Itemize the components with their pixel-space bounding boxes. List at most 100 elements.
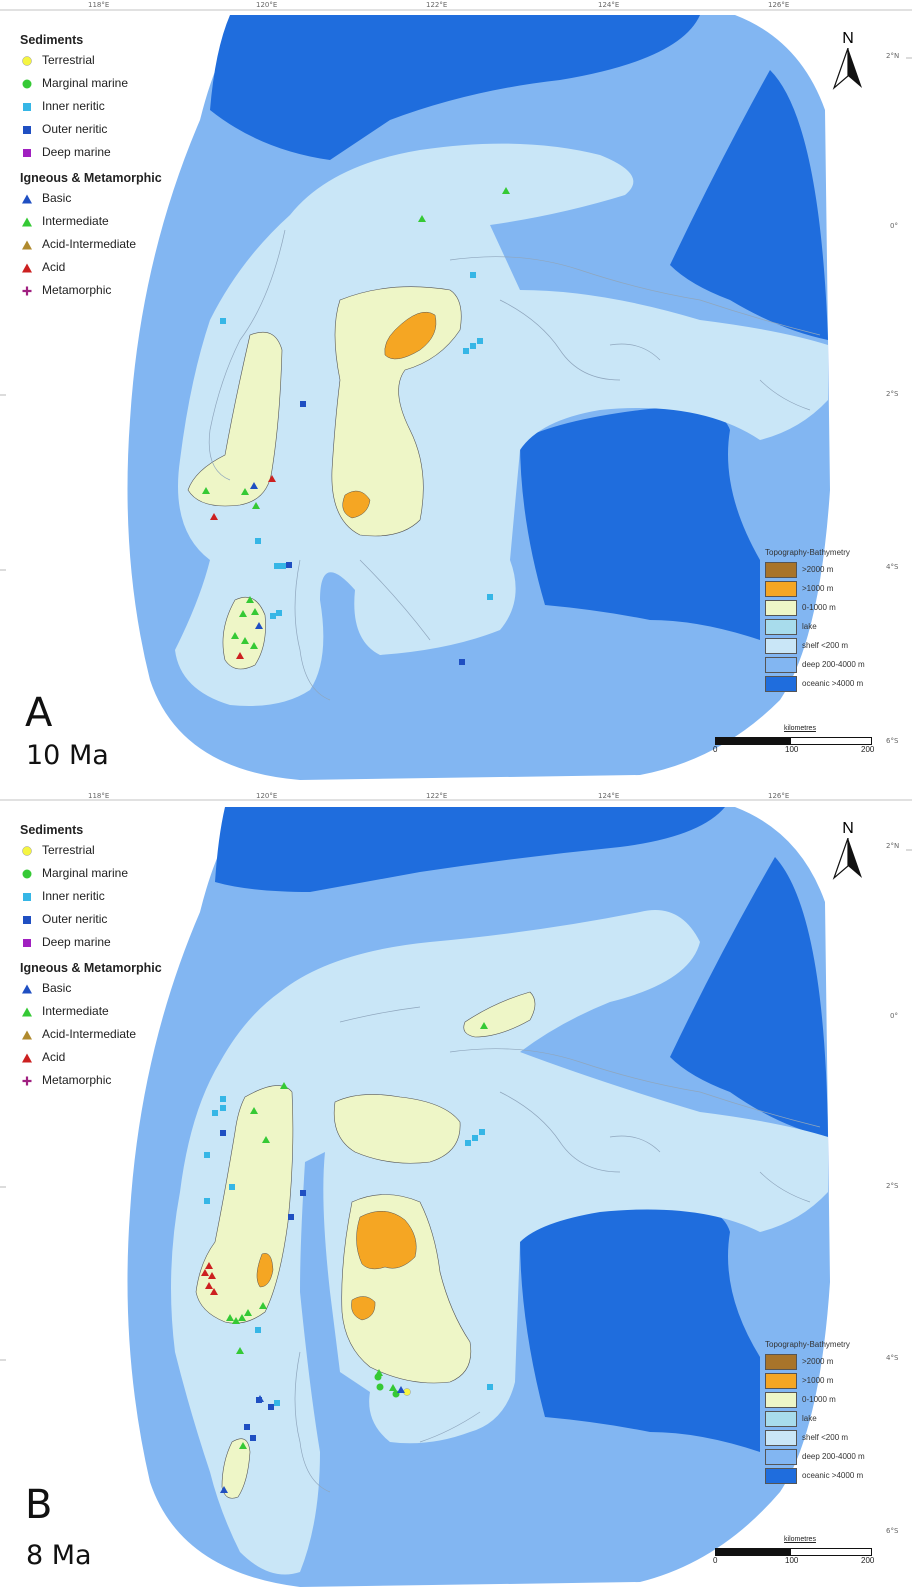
inner-neritic-marker [465,1140,471,1146]
lon-tick: 122°E [426,792,448,800]
oceanic-region-north [210,15,700,160]
legend-item: Outer neritic [20,908,162,931]
swatch-icon [765,1410,797,1427]
triangle-green-icon [20,215,34,229]
legend-heading: Sediments [20,33,84,47]
outer-neritic-marker [300,401,306,407]
intermediate-marker [238,1314,246,1321]
topography-legend-title: Topography-Bathymetry [765,1340,850,1349]
symbol-legend: Sediments Terrestrial Marginal marine In… [20,32,162,302]
north-arrow-icon [832,47,862,90]
topo-class: lake [765,1409,865,1428]
inner-neritic-marker [274,563,280,569]
triangle-brown-icon [20,1028,34,1042]
basic-marker [255,622,263,629]
intermediate-marker [244,1309,252,1316]
acid-marker [210,513,218,520]
lat-tick: 6°S [886,1527,899,1535]
lat-tick: 2°S [886,1182,899,1190]
topography-legend: Topography-Bathymetry >2000 m >1000 m 0-… [765,548,865,693]
highland-central [356,1211,417,1270]
intermediate-marker [502,187,510,194]
legend-item: Acid-Intermediate [20,1023,162,1046]
modern-coastlines [208,229,821,701]
swatch-icon [765,618,797,635]
inner-neritic-marker [487,594,493,600]
legend-item: Deep marine [20,931,162,954]
topo-class: oceanic >4000 m [765,1466,865,1485]
lowland-south [222,596,266,670]
lon-tick: 120°E [256,792,278,800]
topo-class: shelf <200 m [765,1428,865,1447]
inner-neritic-marker [472,1135,478,1141]
basic-marker [397,1386,405,1393]
triangle-green-icon [20,1005,34,1019]
intermediate-marker [226,1314,234,1321]
topo-class: deep 200-4000 m [765,1447,865,1466]
triangle-brown-icon [20,238,34,252]
legend-item: Intermediate [20,210,162,233]
lat-tick: 2°S [886,390,899,398]
acid-marker [201,1269,209,1276]
acid-marker [236,652,244,659]
topo-class: >1000 m [765,579,865,598]
square-purple-icon [20,936,34,950]
inner-neritic-marker [276,610,282,616]
inner-neritic-marker [270,613,276,619]
scale-tick: 0 [713,1556,718,1565]
outer-neritic-marker [286,562,292,568]
topo-class: >2000 m [765,1352,865,1371]
topo-class: shelf <200 m [765,636,865,655]
acid-marker [268,475,276,482]
topography-legend-title: Topography-Bathymetry [765,548,850,557]
scale-tick: 100 [785,745,799,754]
panel-age: 8 Ma [26,1540,92,1571]
square-cyan-icon [20,100,34,114]
inner-neritic-marker [255,1327,261,1333]
legend-item: Marginal marine [20,72,162,95]
basic-marker [256,1395,264,1402]
lat-tick: 6°S [886,737,899,745]
topography-legend: Topography-Bathymetry >2000 m >1000 m 0-… [765,1340,865,1485]
intermediate-marker [232,1317,240,1324]
outer-neritic-marker [300,1190,306,1196]
plus-purple-icon [20,1074,34,1088]
lat-tick: 2°N [886,842,900,850]
circle-green-icon [20,867,34,881]
intermediate-marker [251,608,259,615]
lowland-south [221,1438,251,1499]
map-panel-b: 118°E 120°E 122°E 124°E 126°E 2°N 0° 2°S… [0,792,912,1593]
outer-neritic-marker [459,659,465,665]
igneous-samples [201,1022,488,1493]
acid-marker [208,1272,216,1279]
intermediate-marker [250,1107,258,1114]
acid-marker [205,1282,213,1289]
legend-item: Outer neritic [20,118,162,141]
lowland-northeast [463,991,536,1038]
swatch-icon [765,1448,797,1465]
circle-yellow-icon [20,844,34,858]
north-arrow: N [832,30,864,95]
symbol-legend: Sediments Terrestrial Marginal marine In… [20,822,162,1092]
highland-north [384,311,437,360]
acid-marker [210,1288,218,1295]
paleogeography-map-b [0,799,912,1587]
outer-neritic-marker [250,1435,256,1441]
inner-neritic-marker [204,1198,210,1204]
intermediate-marker [236,1347,244,1354]
intermediate-marker [480,1022,488,1029]
inner-neritic-marker [212,1110,218,1116]
intermediate-marker [389,1384,397,1391]
swatch-icon [765,637,797,654]
topo-class: lake [765,617,865,636]
north-arrow: N [832,820,864,885]
outer-neritic-marker [244,1424,250,1430]
intermediate-marker [280,1082,288,1089]
oceanic-region-southeast [520,1202,760,1452]
intermediate-marker [231,632,239,639]
scale-tick: 200 [861,745,875,754]
terrestrial-marker [403,1388,411,1396]
inner-neritic-marker [470,272,476,278]
lat-tick: 4°S [886,1354,899,1362]
lon-tick: 120°E [256,1,278,9]
